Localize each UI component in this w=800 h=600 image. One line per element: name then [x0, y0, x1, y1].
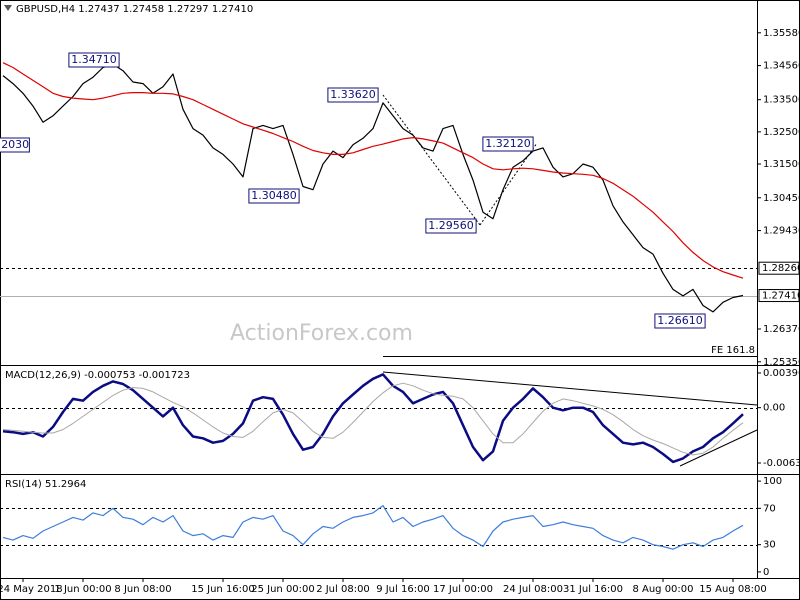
annotation-box	[482, 136, 534, 152]
annotation: 1.33620	[330, 88, 376, 101]
watermark: ActionForex.com	[230, 321, 413, 346]
level-label: 1.28260	[762, 263, 800, 274]
panel-title: MACD(12,26,9) -0.000753 -0.001723	[5, 370, 190, 381]
x-tick-label: 8 Aug 00:00	[632, 584, 693, 595]
panel-title: GBPUSD,H4 1.27437 1.27458 1.27297 1.2741…	[16, 4, 253, 15]
annotation: FE 161.8	[711, 345, 755, 356]
y-tick-label: 1.35580	[763, 28, 800, 39]
annotation-box	[654, 313, 706, 329]
y-tick-label: 1.29430	[763, 226, 800, 237]
annotation-box	[68, 52, 120, 68]
level-label: 1.27410	[762, 291, 800, 302]
level-label-box	[758, 261, 800, 275]
trend-line	[382, 94, 481, 226]
x-tick-label: 31 Jul 16:00	[563, 584, 623, 595]
y-tick-label: 70	[763, 503, 776, 514]
x-tick-label: 15 Jun 16:00	[191, 584, 255, 595]
annotation: 1.26610	[657, 314, 703, 327]
annotation: 2030	[1, 138, 29, 151]
y-tick-label: -0.006324	[763, 458, 800, 469]
y-tick-label: 0	[763, 567, 769, 578]
annotation: 1.29560	[428, 219, 474, 232]
annotation: 1.32120	[485, 137, 531, 150]
y-tick-label: 1.31500	[763, 159, 800, 170]
y-tick-label: 1.30450	[763, 193, 800, 204]
annotation-box	[425, 218, 477, 234]
y-tick-label: 30	[763, 540, 776, 551]
y-tick-label: 1.25350	[763, 357, 800, 368]
x-tick-label: 17 Jul 00:00	[433, 584, 493, 595]
x-tick-label: 9 Jul 16:00	[376, 584, 430, 595]
x-tick-label: 1 Jun 00:00	[54, 584, 111, 595]
level-label-box	[758, 289, 800, 303]
annotation-box	[327, 87, 379, 103]
series-line	[2, 62, 744, 279]
series-line	[2, 373, 744, 464]
panel-title: RSI(14) 51.2964	[5, 479, 86, 490]
y-tick-label: 1.33500	[763, 95, 800, 106]
annotation-box	[248, 188, 300, 204]
y-tick-label: 1.34560	[763, 61, 800, 72]
x-tick-label: 2 Jul 08:00	[316, 584, 370, 595]
x-tick-label: 24 May 2018	[0, 584, 63, 595]
x-tick-label: 15 Aug 08:00	[699, 584, 766, 595]
menu-icon	[4, 5, 12, 11]
annotation: 1.30480	[251, 189, 297, 202]
macd-trend-line	[679, 429, 758, 467]
y-tick-label: 1.26370	[763, 324, 800, 335]
annotation: 1.34710	[71, 53, 117, 66]
y-tick-label: 100	[763, 476, 782, 487]
x-tick-label: 8 Jun 08:00	[114, 584, 171, 595]
trend-line	[479, 142, 538, 226]
series-line	[2, 382, 744, 456]
annotation-box	[0, 137, 30, 153]
x-tick-label: 25 Jun 00:00	[251, 584, 315, 595]
macd-trend-line	[382, 371, 758, 406]
x-tick-label: 24 Jul 08:00	[503, 584, 563, 595]
y-tick-label: 0.003964	[763, 368, 800, 379]
y-tick-label: 0.00	[763, 403, 785, 414]
y-tick-label: 1.32500	[763, 127, 800, 138]
series-line	[2, 63, 744, 313]
series-line	[2, 505, 744, 550]
